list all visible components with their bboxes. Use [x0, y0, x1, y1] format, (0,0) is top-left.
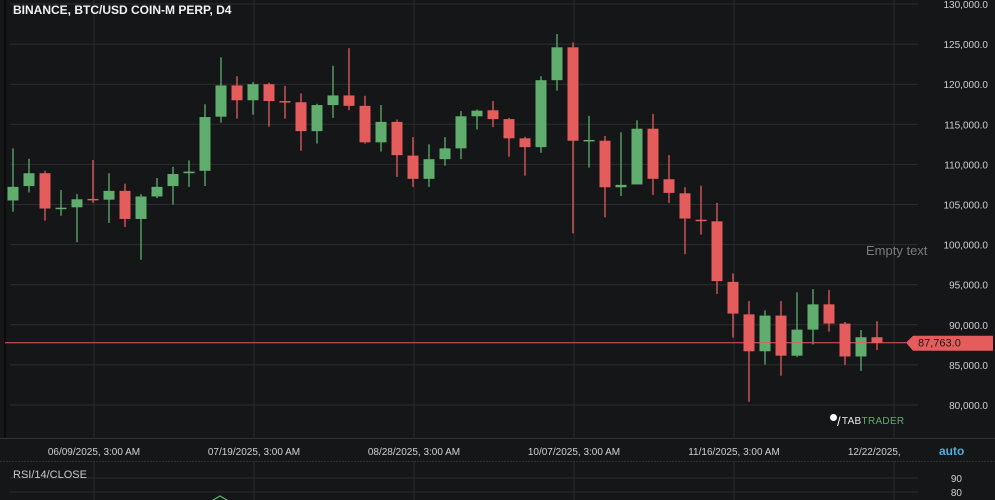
x-tick-label: 07/19/2025, 3:00 AM [208, 447, 300, 458]
y-tick-label: 80,000.0 [949, 401, 988, 412]
candle-up [55, 207, 67, 210]
logo-slash-icon: / [837, 414, 841, 429]
candle-up [375, 121, 387, 143]
candle-up [103, 190, 115, 200]
candle-up [247, 84, 259, 101]
last-price-label: 87,763.0 [918, 338, 961, 350]
rsi-tick-label: 80 [951, 488, 963, 499]
axis-corner [900, 439, 995, 461]
auto-scale-button[interactable]: auto [939, 444, 965, 458]
candle-down [295, 102, 307, 132]
candle-up [423, 159, 435, 179]
candle-down [359, 105, 371, 143]
candle-down [503, 119, 515, 139]
candle-down [39, 173, 51, 209]
empty-text-overlay: Empty text [866, 243, 928, 258]
candle-up [807, 304, 819, 330]
candle-down [519, 138, 531, 148]
candle-down [407, 155, 419, 179]
y-tick-label: 120,000.0 [944, 80, 989, 91]
y-tick-label: 90,000.0 [949, 321, 988, 332]
candle-down [743, 314, 755, 352]
candle-up [151, 186, 163, 197]
y-tick-label: 125,000.0 [944, 40, 989, 51]
tabtrader-logo: / TAB TRADER [830, 414, 904, 429]
candle-down [695, 219, 707, 222]
x-tick-label: 10/07/2025, 3:00 AM [528, 447, 620, 458]
candle-down [279, 101, 291, 103]
candle-down [871, 337, 883, 343]
candle-down [647, 128, 659, 179]
y-tick-label: 95,000.0 [949, 281, 988, 292]
x-tick-label: 06/09/2025, 3:00 AM [48, 447, 140, 458]
y-tick-label: 105,000.0 [944, 201, 989, 212]
rsi-line [212, 495, 228, 500]
y-tick-label: 85,000.0 [949, 361, 988, 372]
x-tick-label: 12/22/2025, 3:00 AM [848, 447, 940, 458]
candle-up [183, 171, 195, 174]
x-tick-label: 11/16/2025, 3:00 AM [688, 447, 780, 458]
candle-up [551, 47, 563, 81]
y-tick-label: 110,000.0 [944, 160, 988, 171]
rsi-indicator-label[interactable]: RSI/14/CLOSE [13, 469, 87, 481]
candle-down [711, 221, 723, 282]
y-tick-label: 100,000.0 [944, 241, 989, 252]
candle-up [535, 80, 547, 148]
candle-down [727, 281, 739, 314]
candle-down [679, 193, 691, 219]
candle-up [7, 186, 19, 201]
time-axis-band [0, 439, 995, 461]
candle-up [455, 116, 467, 149]
candle-down [823, 304, 835, 324]
candle-down [663, 179, 675, 193]
candle-up [311, 105, 323, 132]
candle-up [759, 315, 771, 352]
candle-down [567, 47, 579, 141]
candle-up [199, 117, 211, 171]
candle-up [327, 95, 339, 106]
rsi-tick-label: 90 [951, 474, 963, 485]
candle-up [167, 174, 179, 187]
candle-up [439, 148, 451, 160]
candle-down [231, 85, 243, 101]
candle-up [471, 110, 483, 117]
candle-down [391, 121, 403, 156]
candle-up [71, 199, 83, 208]
last-price-tag [906, 335, 993, 351]
candle-up [23, 173, 35, 187]
logo-text-tab: TAB [841, 416, 862, 427]
logo-dot-icon [830, 414, 837, 421]
x-tick-label: 08/28/2025, 3:00 AM [368, 447, 460, 458]
logo-text-trader: TRADER [861, 416, 905, 427]
candle-up [135, 196, 147, 219]
candle-up [855, 337, 867, 357]
candle-down [775, 315, 787, 356]
candle-up [631, 128, 643, 185]
candle-down [119, 190, 131, 219]
y-tick-label: 130,000.0 [944, 0, 989, 11]
candle-down [487, 110, 499, 120]
candle-down [87, 198, 99, 201]
candle-down [839, 323, 851, 357]
candle-down [343, 95, 355, 106]
candle-up [583, 139, 595, 142]
candle-up [215, 85, 227, 117]
chart-title: BINANCE, BTC/USD COIN-M PERP, D4 [13, 3, 232, 17]
candle-up [615, 184, 627, 188]
candle-down [263, 84, 275, 102]
candle-down [599, 140, 611, 188]
y-tick-label: 115,000.0 [944, 120, 988, 131]
